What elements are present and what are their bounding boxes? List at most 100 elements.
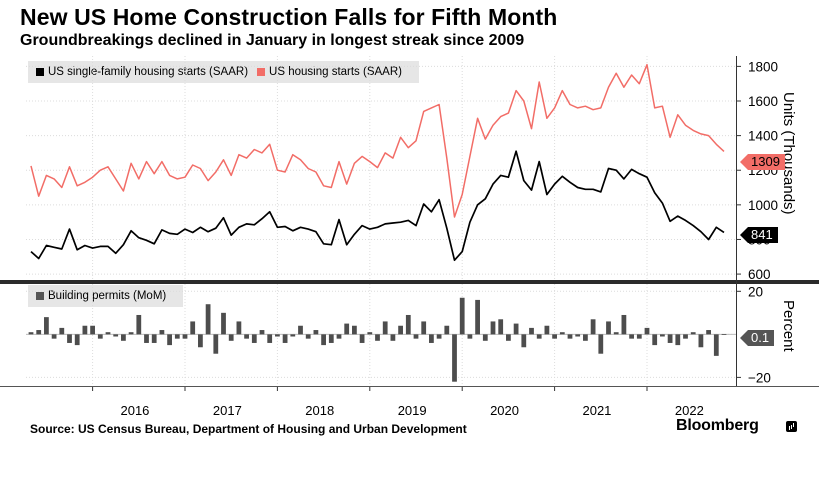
legend-item-permits: Building permits (MoM) (36, 290, 166, 302)
permit-bar (706, 330, 711, 335)
permit-bar (513, 323, 519, 335)
panel-separator (0, 280, 819, 284)
permit-bar (621, 314, 627, 335)
permit-bar (67, 334, 72, 343)
permit-bar (636, 334, 642, 339)
permit-bar (259, 330, 265, 335)
permit-bar (667, 334, 673, 343)
legend-swatch-single-family (36, 68, 44, 76)
x-tick-label: 2017 (213, 403, 242, 418)
permit-bar (51, 334, 57, 339)
permit-bar (321, 334, 326, 346)
last-value-tag-single-family: 841 (740, 227, 778, 243)
permit-bar (698, 334, 704, 348)
bloomberg-terminal-icon (786, 421, 797, 432)
legend-label-total-starts: US housing starts (SAAR) (269, 66, 402, 78)
permit-bar (552, 334, 557, 339)
y-tick-label-top: 600 (748, 267, 771, 282)
y-tick-label-top: 1800 (748, 59, 778, 74)
permit-bar (90, 325, 95, 335)
permit-bar (298, 325, 303, 335)
chart-title: New US Home Construction Falls for Fifth… (20, 4, 558, 30)
permit-bar (159, 330, 165, 335)
bottom-legend: Building permits (MoM) (28, 285, 184, 307)
permit-bar (182, 334, 188, 339)
permit-bar (74, 334, 80, 346)
permit-bar (359, 334, 365, 343)
permit-bar (583, 334, 588, 341)
y-tick-label-top: 1600 (748, 94, 778, 109)
permit-bar (97, 334, 103, 339)
permit-bar (521, 334, 527, 348)
permit-bar (482, 334, 488, 341)
legend-swatch-permits (36, 292, 44, 300)
permit-bar (490, 321, 496, 335)
permit-bar (352, 325, 357, 335)
permit-bar (390, 334, 396, 341)
permit-bar (536, 334, 542, 339)
permit-bar (336, 334, 342, 339)
permit-bar (405, 314, 411, 335)
permit-bar (136, 314, 142, 335)
last-value-tag-total-starts: 1309 (740, 154, 785, 170)
x-tick-label: 2018 (305, 403, 334, 418)
permit-bar (236, 321, 242, 335)
permit-bar (174, 334, 180, 339)
y-axis-title-top: Units (Thousands) (780, 92, 797, 215)
permit-bar (267, 334, 273, 343)
y-tick-label-top: 1000 (748, 198, 778, 213)
permit-bar (151, 334, 157, 343)
permit-bar (436, 334, 442, 339)
legend-item-single-family: US single-family housing starts (SAAR) (36, 66, 248, 78)
permit-bar (429, 334, 434, 343)
permit-bar (644, 327, 650, 335)
permit-bar (167, 334, 172, 346)
x-tick-label: 2021 (582, 403, 611, 418)
chart-subtitle: Groundbreakings declined in January in l… (20, 32, 525, 49)
single-family-starts-line (30, 150, 725, 262)
permit-bar (344, 323, 350, 335)
permit-bar (444, 325, 450, 335)
permit-bar (367, 332, 373, 335)
permit-bar (251, 334, 257, 343)
permit-bar (629, 334, 634, 339)
permit-bar (598, 334, 604, 354)
permit-bar (144, 334, 149, 343)
permit-bar (683, 334, 688, 339)
permit-bar (313, 330, 319, 335)
permit-bar (105, 332, 111, 335)
permit-bar (198, 334, 203, 348)
y-tick-label-bottom: 20 (748, 284, 763, 299)
permit-bar (529, 327, 534, 335)
bloomberg-logo: Bloomberg (676, 417, 759, 434)
permit-bar (305, 334, 311, 339)
permit-bar (121, 334, 126, 341)
permit-bar (82, 325, 88, 335)
permit-bar (498, 319, 504, 335)
permit-bar (467, 334, 473, 339)
permit-bar (652, 334, 658, 346)
permit-bar (205, 304, 211, 335)
permit-bar (475, 299, 480, 335)
permit-bar (421, 321, 427, 335)
permit-bar (690, 332, 696, 335)
permit-bar (567, 334, 573, 339)
permit-bar (590, 319, 596, 335)
permit-bar (28, 332, 34, 335)
permit-bar (282, 334, 288, 343)
permit-bar (452, 334, 457, 382)
permit-bar (506, 334, 511, 341)
x-tick-label: 2016 (120, 403, 149, 418)
permit-bar (59, 327, 65, 335)
permit-bar (221, 312, 226, 335)
x-tick-label: 2020 (490, 403, 519, 418)
permit-bar (36, 330, 42, 335)
y-tick-label-top: 1400 (748, 129, 778, 144)
permit-bar (606, 321, 611, 335)
permit-bar (375, 334, 380, 341)
last-value-tag-permits: 0.1 (739, 330, 775, 346)
permit-bar (721, 334, 727, 335)
permit-bar (613, 332, 619, 335)
legend-swatch-total-starts (257, 68, 266, 76)
